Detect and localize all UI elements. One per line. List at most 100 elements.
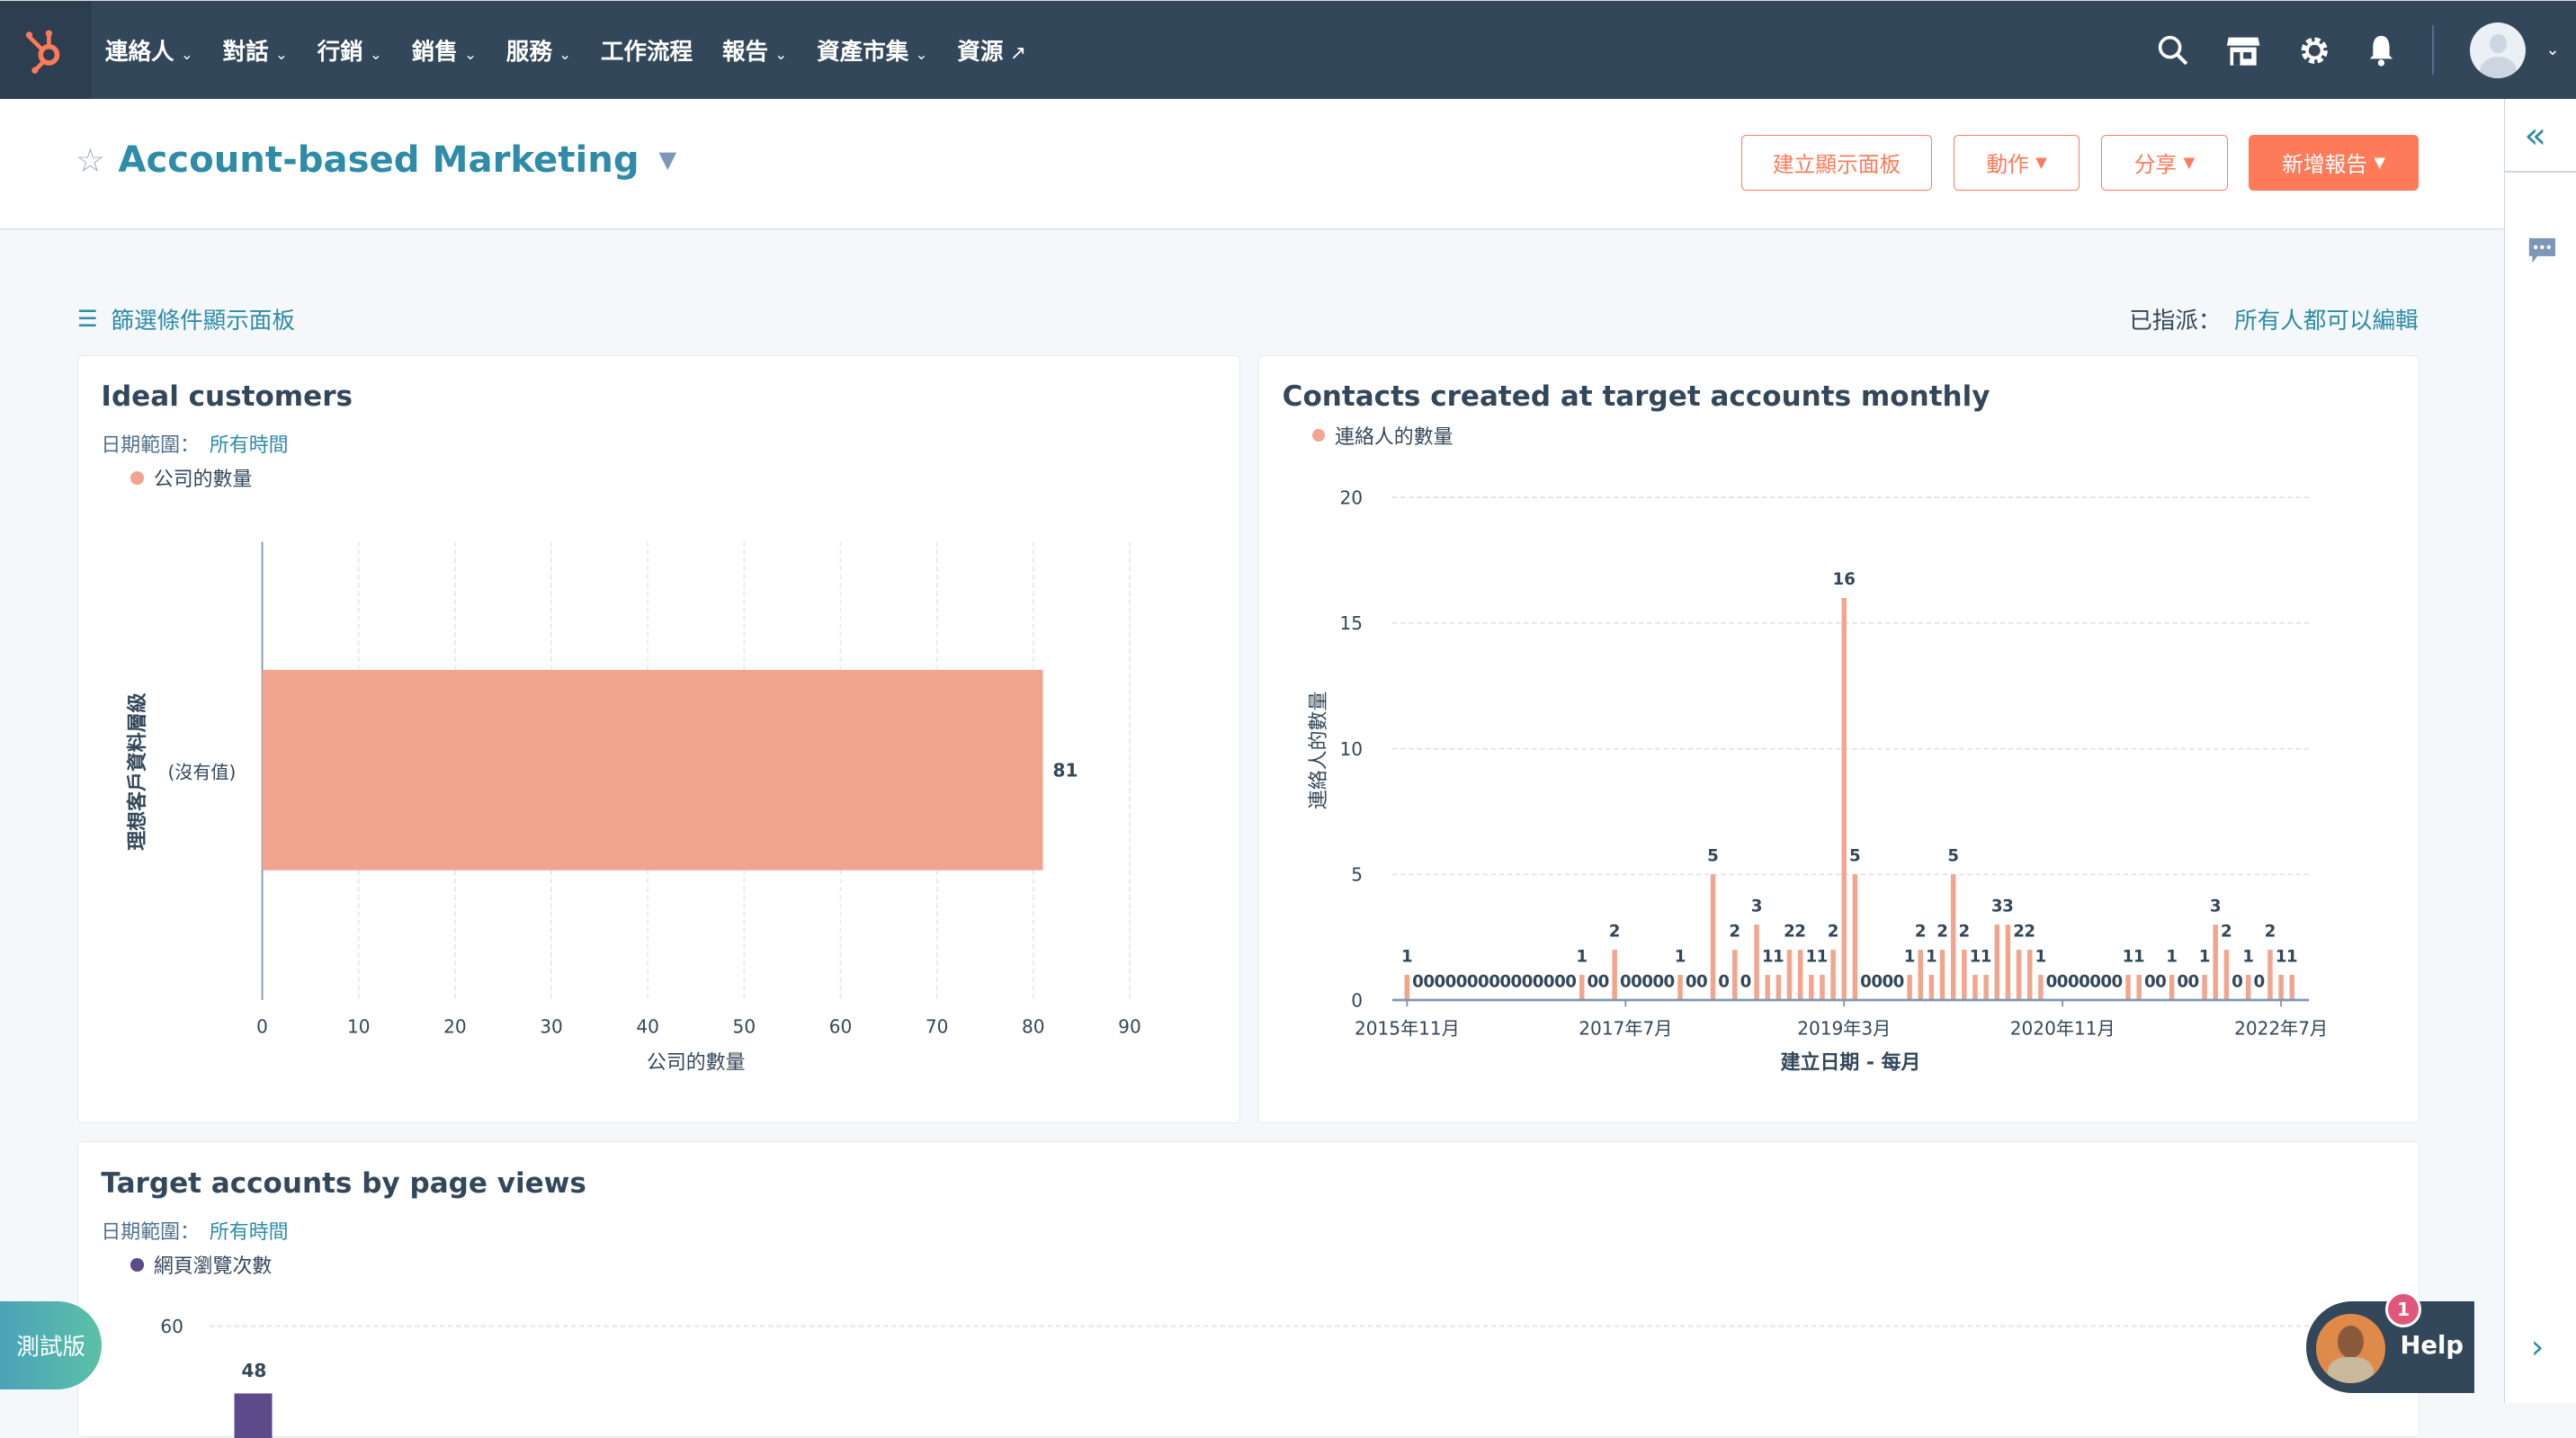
data-label: 2 <box>1730 922 1741 941</box>
data-label: 0 <box>2112 972 2124 991</box>
nav-item-label: 服務 <box>505 39 552 67</box>
data-label: 0 <box>1456 972 1468 991</box>
y-axis-title: 理想客戶資料層級 <box>126 692 149 850</box>
expand-chevron-icon[interactable]: › <box>2530 1326 2545 1366</box>
date-range: 日期範圍： 所有時間 <box>101 1217 288 1245</box>
bar <box>1677 974 1683 1000</box>
data-label: 2 <box>2013 922 2025 941</box>
data-label: 1 <box>2199 947 2211 966</box>
dashboard-switcher-caret-icon[interactable]: ▼ <box>658 147 677 174</box>
dashboard-header: ☆ Account-based Marketing ▼ 建立顯示面板 動作 ▼ 分… <box>0 98 2504 229</box>
bar <box>1579 974 1585 1000</box>
report-title[interactable]: Contacts created at target accounts mont… <box>1282 380 1990 413</box>
beta-button[interactable]: 測試版 <box>0 1300 103 1390</box>
data-label: 5 <box>1849 846 1861 865</box>
y-axis-title: 連絡人的數量 <box>1308 691 1330 808</box>
user-avatar[interactable] <box>2470 22 2527 78</box>
report-title[interactable]: Ideal customers <box>101 380 353 413</box>
share-button[interactable]: 分享 ▼ <box>2101 134 2228 191</box>
assigned-permission-link[interactable]: 所有人都可以編輯 <box>2234 308 2419 335</box>
divider <box>2432 25 2435 76</box>
data-label: 0 <box>1893 972 1905 991</box>
nav-item[interactable]: 行銷 ⌄ <box>318 33 382 67</box>
data-label: 1 <box>2123 947 2134 966</box>
dashboard-title[interactable]: Account-based Marketing <box>118 139 640 182</box>
bar <box>1732 949 1738 1000</box>
bar <box>2202 974 2207 1000</box>
bar <box>2136 974 2142 1000</box>
filter-sliders-icon: ☰ <box>76 305 98 333</box>
data-label: 2 <box>2024 922 2035 941</box>
bar <box>1809 974 1814 1000</box>
bar <box>1841 597 1847 1000</box>
chevron-down-icon: ⌄ <box>274 46 288 64</box>
nav-item[interactable]: 資源 ↗ <box>957 33 1026 67</box>
data-label: 2 <box>1959 922 1971 941</box>
data-label: 0 <box>1740 972 1752 991</box>
filter-dashboard-button[interactable]: ☰ 篩選條件顯示面板 <box>77 302 295 335</box>
x-tick-label: 30 <box>540 1015 563 1037</box>
data-label: 0 <box>1883 972 1894 991</box>
create-dashboard-button[interactable]: 建立顯示面板 <box>1741 134 1932 191</box>
data-label: 0 <box>1652 972 1664 991</box>
actions-button[interactable]: 動作 ▼ <box>1953 134 2080 191</box>
bar <box>1972 974 1978 1000</box>
collapse-sidebar-icon[interactable]: « <box>2524 114 2547 156</box>
bar <box>1710 873 1716 1000</box>
y-tick-label: 20 <box>1340 487 1364 508</box>
date-range-label: 日期範圍： <box>101 433 200 457</box>
bar <box>2016 949 2022 1000</box>
data-label: 0 <box>1522 972 1534 991</box>
x-tick-label: 2020年11月 <box>2010 1017 2115 1039</box>
x-tick-label: 70 <box>926 1015 949 1037</box>
nav-item[interactable]: 服務 ⌄ <box>506 33 571 67</box>
marketplace-icon[interactable] <box>2225 34 2261 67</box>
caret-down-icon: ▼ <box>2183 154 2196 172</box>
settings-gear-icon[interactable] <box>2298 34 2331 67</box>
chat-icon[interactable] <box>2527 237 2557 266</box>
report-card-ideal-customers: Ideal customers 日期範圍： 所有時間 公司的數量 0 10 20 30 4… <box>76 354 1240 1124</box>
filter-label: 篩選條件顯示面板 <box>111 308 295 335</box>
ideal-customers-chart: 0 10 20 30 40 50 60 70 80 90 81 (沒有值) 公司的數量 理想客戶資料層級 <box>126 540 1141 1074</box>
nav-item[interactable]: 銷售 ⌄ <box>412 33 477 67</box>
help-button[interactable]: Help 1 <box>2306 1291 2474 1393</box>
y-category-label: (沒有值) <box>167 761 236 782</box>
notifications-bell-icon[interactable] <box>2366 34 2396 67</box>
data-label: 0 <box>1435 972 1446 991</box>
nav-item[interactable]: 連絡人 ⌄ <box>105 33 193 67</box>
x-tick-label: 20 <box>443 1015 467 1037</box>
data-label: 48 <box>241 1361 266 1382</box>
hubspot-logo[interactable] <box>0 1 93 100</box>
chevron-down-icon: ⌄ <box>915 46 928 64</box>
bar <box>2038 974 2044 1000</box>
nav-item[interactable]: 資產市集 ⌄ <box>817 33 927 67</box>
date-range: 日期範圍： 所有時間 <box>101 430 288 458</box>
chevron-down-icon: ⌄ <box>180 46 193 64</box>
bar <box>2125 974 2131 1000</box>
add-report-button[interactable]: 新增報告 ▼ <box>2249 134 2419 191</box>
data-label: 0 <box>2057 972 2069 991</box>
account-menu-chevron-icon[interactable]: ⌄ <box>2545 40 2560 60</box>
chevron-down-icon: ⌄ <box>559 46 571 64</box>
nav-item[interactable]: 工作流程 <box>601 33 693 67</box>
nav-item[interactable]: 對話 ⌄ <box>223 33 288 67</box>
bar <box>1907 974 1912 1000</box>
data-label: 0 <box>2155 972 2167 991</box>
x-tick-label: 80 <box>1022 1015 1045 1037</box>
report-card-target-accounts-page-views: Target accounts by page views 日期範圍： 所有時間 … <box>76 1141 2420 1438</box>
bar <box>2027 949 2033 1000</box>
x-tick-label: 50 <box>732 1015 756 1037</box>
search-icon[interactable] <box>2157 34 2190 67</box>
data-label: 2 <box>2265 922 2276 941</box>
bar <box>2213 924 2219 1000</box>
data-label: 0 <box>2100 972 2112 991</box>
bar <box>1754 924 1759 1000</box>
report-title[interactable]: Target accounts by page views <box>101 1166 586 1200</box>
nav-item[interactable]: 報告 ⌄ <box>722 33 787 67</box>
legend-label: 公司的數量 <box>153 469 253 492</box>
nav-item-label: 銷售 <box>411 39 458 67</box>
data-label: 0 <box>2144 972 2156 991</box>
assigned-label: 已指派： <box>2129 308 2222 335</box>
favorite-star-icon[interactable]: ☆ <box>76 140 105 180</box>
button-label: 分享 <box>2133 152 2178 178</box>
